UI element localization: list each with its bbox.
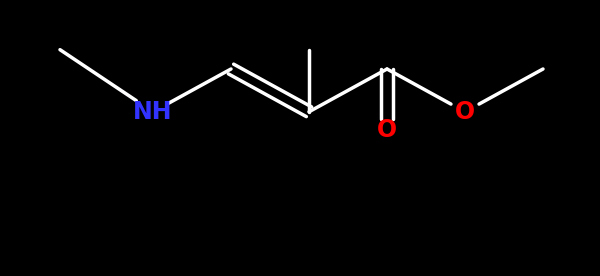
Text: NH: NH: [133, 100, 173, 124]
Text: O: O: [377, 118, 397, 142]
Text: O: O: [455, 100, 475, 124]
